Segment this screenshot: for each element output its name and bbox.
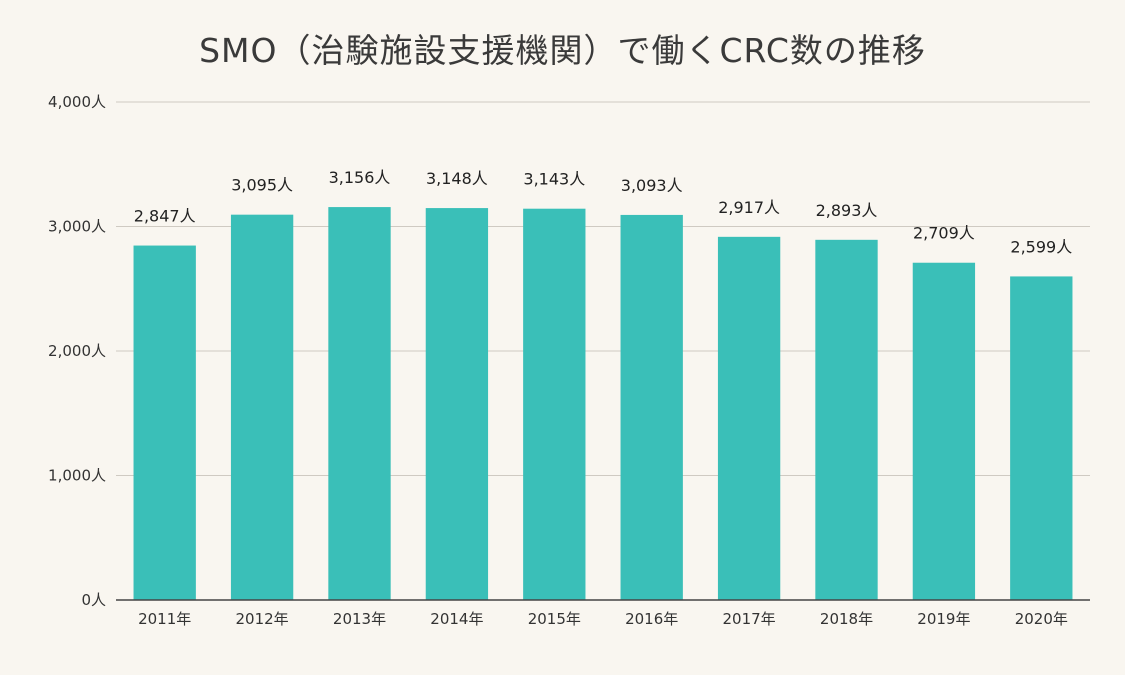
bar-2020年 (1010, 276, 1073, 600)
data-label: 3,093人 (621, 176, 683, 195)
x-tick-label: 2012年 (236, 610, 289, 628)
bar-2011年 (133, 245, 196, 600)
x-tick-label: 2016年 (625, 610, 678, 628)
data-label: 2,917人 (718, 198, 780, 217)
bar-2012年 (230, 214, 294, 601)
x-tick-label: 2015年 (528, 610, 581, 628)
chart-title: SMO（治験施設支援機関）で働くCRC数の推移 (199, 31, 926, 70)
bar-2013年 (328, 207, 391, 600)
y-tick-label: 2,000人 (48, 342, 106, 360)
data-label: 2,847人 (134, 207, 196, 226)
data-label: 3,156人 (329, 168, 391, 187)
y-tick-label: 0人 (81, 591, 106, 609)
data-label: 3,148人 (426, 169, 488, 188)
bar-2017年 (717, 236, 781, 600)
y-tick-label: 1,000人 (48, 467, 106, 485)
bar-2014年 (425, 208, 489, 600)
x-tick-label: 2019年 (917, 610, 970, 628)
data-label: 3,143人 (523, 170, 585, 189)
y-tick-label: 3,000人 (48, 218, 106, 236)
data-label: 2,893人 (816, 201, 878, 220)
bar-2015年 (523, 208, 586, 600)
axes: 0人 1,000人 2,000人 3,000人 4,000人 2011年 2012年 2013… (48, 93, 1090, 628)
x-tick-label: 2013年 (333, 610, 386, 628)
bar-2016年 (620, 214, 683, 600)
x-tick-label: 2020年 (1015, 610, 1068, 628)
x-tick-label: 2011年 (138, 610, 191, 628)
data-label: 3,095人 (231, 176, 293, 195)
bar-2018年 (815, 239, 878, 600)
x-tick-label: 2014年 (430, 610, 483, 628)
data-label: 2,709人 (913, 224, 975, 243)
bars (133, 207, 1073, 601)
x-tick-label: 2018年 (820, 610, 873, 628)
y-tick-label: 4,000人 (48, 93, 106, 111)
x-tick-label: 2017年 (723, 610, 776, 628)
data-labels: 2,847人 3,095人 3,156人 3,148人 3,143人 3,093人 2,91… (134, 168, 1072, 256)
data-label: 2,599人 (1010, 237, 1072, 256)
bar-2019年 (912, 262, 976, 600)
